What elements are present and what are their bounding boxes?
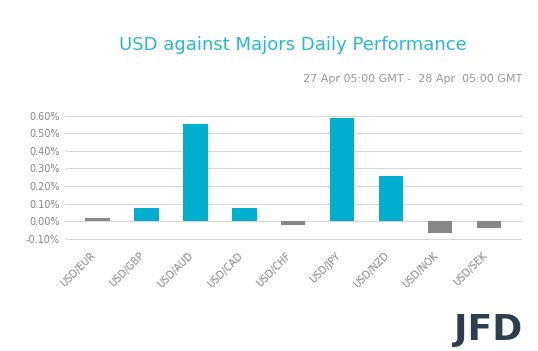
Bar <box>86 218 110 221</box>
Bar <box>134 208 159 221</box>
Bar <box>183 124 208 221</box>
Text: 27 Apr 05:00 GMT -  28 Apr  05:00 GMT: 27 Apr 05:00 GMT - 28 Apr 05:00 GMT <box>302 74 522 84</box>
Text: JFD: JFD <box>454 313 522 347</box>
Title: USD against Majors Daily Performance: USD against Majors Daily Performance <box>119 36 467 54</box>
Bar <box>477 221 501 228</box>
Bar <box>330 119 355 221</box>
Bar <box>232 208 257 221</box>
Bar <box>379 176 404 221</box>
Bar <box>281 221 306 225</box>
Bar <box>428 221 452 232</box>
